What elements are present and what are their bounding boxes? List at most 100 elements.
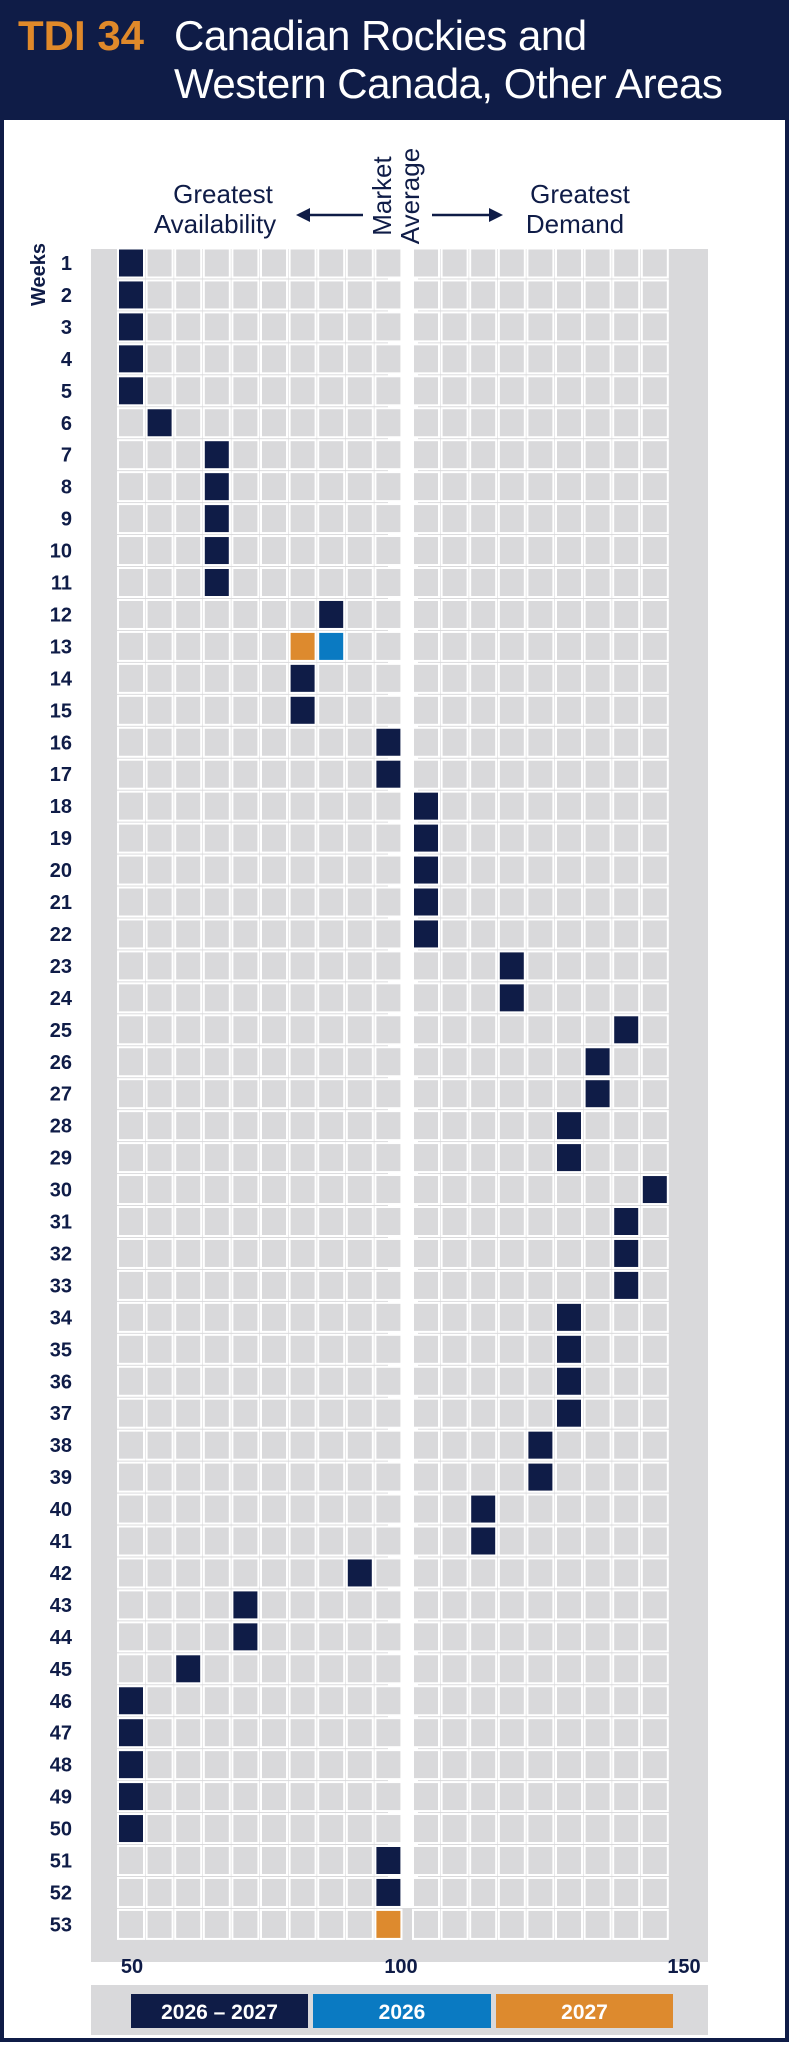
week-label: 9 bbox=[61, 509, 72, 531]
legend-label: 2027 bbox=[561, 2001, 608, 2024]
grid-cell bbox=[526, 1206, 555, 1237]
grid-cell bbox=[526, 1781, 555, 1813]
grid-cell bbox=[526, 1845, 555, 1876]
grid-cell bbox=[260, 1557, 288, 1589]
grid-cell bbox=[469, 1078, 498, 1110]
grid-cell bbox=[260, 247, 288, 279]
grid-cell bbox=[145, 535, 174, 567]
grid-cell bbox=[640, 1365, 669, 1397]
grid-cell bbox=[440, 279, 469, 311]
grid-cell bbox=[288, 311, 317, 343]
grid-cell bbox=[260, 1589, 288, 1621]
grid-cell bbox=[440, 1269, 469, 1301]
grid-cell bbox=[202, 950, 231, 982]
grid-cell bbox=[202, 726, 231, 758]
week-label: 14 bbox=[50, 668, 73, 690]
grid-cell bbox=[555, 1174, 583, 1206]
grid-cell bbox=[497, 1206, 526, 1237]
grid-cell bbox=[526, 279, 555, 311]
grid-cell bbox=[317, 567, 346, 598]
grid-cell bbox=[117, 1876, 145, 1908]
grid-cell bbox=[231, 503, 260, 535]
grid-cell bbox=[145, 1301, 174, 1333]
data-cell bbox=[469, 1493, 498, 1525]
week-label: 21 bbox=[50, 892, 72, 914]
data-cell bbox=[412, 854, 440, 886]
grid-cell bbox=[583, 1653, 612, 1685]
grid-cell bbox=[555, 758, 583, 790]
grid-cell bbox=[583, 439, 612, 471]
data-cell bbox=[117, 311, 145, 343]
grid-cell bbox=[117, 1078, 145, 1110]
grid-cell bbox=[260, 1876, 288, 1908]
grid-cell bbox=[117, 535, 145, 567]
grid-cell bbox=[174, 854, 203, 886]
grid-cell bbox=[374, 630, 403, 662]
grid-cell bbox=[469, 1845, 498, 1876]
grid-cell bbox=[583, 1142, 612, 1174]
grid-cell bbox=[174, 1046, 203, 1078]
grid-cell bbox=[612, 1685, 641, 1717]
grid-cell bbox=[412, 598, 440, 630]
week-label: 1 bbox=[61, 253, 72, 275]
grid-cell bbox=[288, 1813, 317, 1845]
grid-cell bbox=[202, 1525, 231, 1557]
grid-cell bbox=[117, 1429, 145, 1461]
grid-cell bbox=[497, 1908, 526, 1940]
data-cell bbox=[202, 439, 231, 471]
data-cell bbox=[497, 982, 526, 1014]
grid-cell bbox=[117, 1621, 145, 1653]
grid-cell bbox=[174, 1781, 203, 1813]
grid-cell bbox=[288, 1653, 317, 1685]
grid-cell bbox=[288, 822, 317, 854]
data-cell bbox=[202, 567, 231, 598]
week-label: 12 bbox=[50, 604, 72, 626]
grid-cell bbox=[260, 1845, 288, 1876]
grid-cell bbox=[640, 1078, 669, 1110]
grid-cell bbox=[288, 1397, 317, 1429]
grid-cell bbox=[117, 1206, 145, 1237]
grid-cell bbox=[202, 1876, 231, 1908]
grid-cell bbox=[260, 311, 288, 343]
grid-cell bbox=[412, 1301, 440, 1333]
grid-cell bbox=[612, 662, 641, 694]
grid-cell bbox=[612, 1365, 641, 1397]
week-label: 42 bbox=[50, 1563, 72, 1585]
grid-cell bbox=[469, 535, 498, 567]
grid-cell bbox=[612, 982, 641, 1014]
grid-cell bbox=[174, 247, 203, 279]
grid-cell bbox=[260, 982, 288, 1014]
grid-cell bbox=[526, 758, 555, 790]
week-label: 20 bbox=[50, 860, 72, 882]
grid-cell bbox=[288, 982, 317, 1014]
grid-cell bbox=[260, 1908, 288, 1940]
grid-cell bbox=[612, 1908, 641, 1940]
grid-cell bbox=[612, 407, 641, 439]
grid-cell bbox=[440, 1685, 469, 1717]
grid-cell bbox=[469, 1685, 498, 1717]
grid-cell bbox=[374, 1078, 403, 1110]
grid-cell bbox=[469, 1429, 498, 1461]
grid-cell bbox=[583, 343, 612, 375]
grid-cell bbox=[231, 1908, 260, 1940]
grid-cell bbox=[345, 1014, 374, 1046]
week-label: 7 bbox=[61, 445, 72, 467]
grid-cell bbox=[117, 886, 145, 918]
grid-cell bbox=[202, 1589, 231, 1621]
grid-cell bbox=[469, 1717, 498, 1749]
week-label: 27 bbox=[50, 1084, 72, 1106]
grid-cell bbox=[260, 1461, 288, 1493]
grid-cell bbox=[583, 1589, 612, 1621]
grid-cell bbox=[345, 726, 374, 758]
data-cell bbox=[612, 1014, 641, 1046]
grid-cell bbox=[555, 1269, 583, 1301]
grid-cell bbox=[440, 439, 469, 471]
grid-cell bbox=[497, 1174, 526, 1206]
greatest-availability-line1: Greatest bbox=[173, 179, 273, 209]
grid-cell bbox=[555, 439, 583, 471]
grid-cell bbox=[440, 950, 469, 982]
grid-cell bbox=[412, 471, 440, 503]
grid-cell bbox=[317, 1525, 346, 1557]
grid-cell bbox=[317, 1653, 346, 1685]
grid-cell bbox=[202, 1110, 231, 1142]
